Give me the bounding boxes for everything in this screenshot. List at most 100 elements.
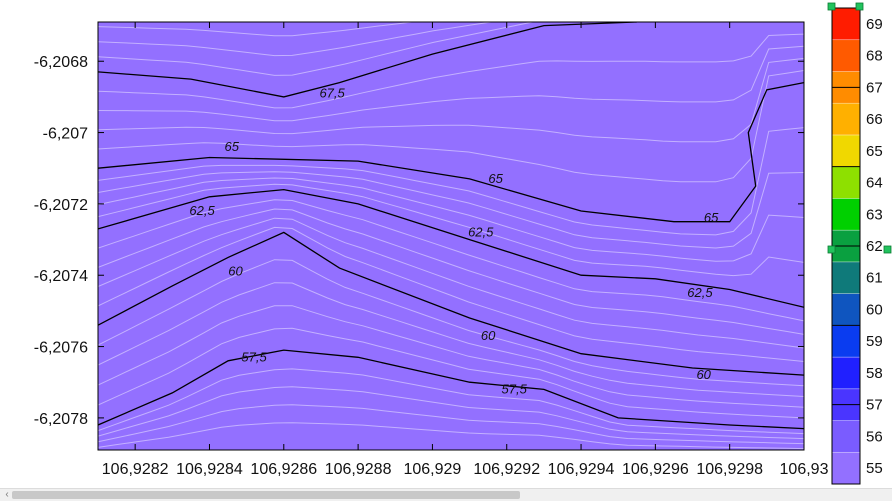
scroll-thumb[interactable] [12, 491, 520, 499]
contour-label: 60 [696, 367, 711, 382]
colorbar-label: 63 [866, 206, 883, 223]
colorbar-label: 69 [866, 16, 883, 33]
y-axis: -6,2068 -6,207 -6,2072 -6,2074 -6,2076 -6,207… [34, 54, 804, 428]
y-tick-label: -6,2068 [34, 54, 88, 71]
colorbar-swatch [831, 293, 861, 326]
y-tick-label: -6,2072 [34, 197, 88, 214]
colorbar-swatch [831, 7, 861, 41]
minor-contour-line [98, 183, 804, 277]
colorbar-label: 67 [866, 79, 883, 96]
colorbar-label: 65 [866, 143, 883, 160]
minor-contour-line [98, 305, 804, 408]
horizontal-scrollbar[interactable]: ‹ [0, 488, 892, 501]
minor-contour-line [98, 217, 804, 349]
y-tick-label: -6,2074 [34, 268, 88, 285]
contour-labels: 67,5 65 65 65 62,5 62,5 62,5 60 60 60 57,5 57,5 [189, 85, 719, 396]
colorbar-label: 66 [866, 111, 883, 128]
colorbar-label: 68 [866, 48, 883, 65]
x-tick-label: 106,9296 [622, 461, 689, 478]
colorbar-swatch [831, 134, 861, 167]
colorbar-label: 61 [866, 270, 883, 287]
colorbar-swatch [831, 420, 861, 453]
colorbar-label: 57 [866, 397, 883, 414]
colorbar-label: 55 [866, 460, 883, 477]
colorbar-swatch [831, 325, 861, 358]
contour-label: 65 [488, 171, 503, 186]
selection-handle[interactable] [855, 2, 864, 11]
x-tick-label: 106,929 [403, 461, 461, 478]
minor-contour-line [98, 127, 804, 236]
contour-label: 67,5 [319, 85, 345, 100]
y-tick-label: -6,2078 [34, 411, 88, 428]
minor-contour-line [98, 22, 536, 76]
contour-bands [98, 2, 804, 450]
minor-contour-line [98, 386, 804, 440]
plot-frame [97, 21, 805, 451]
colorbar-swatch [831, 356, 861, 390]
major-contour-line [98, 22, 637, 98]
colorbar-label: 59 [866, 333, 883, 350]
scroll-left-arrow-icon[interactable]: ‹ [5, 489, 9, 500]
contour-label: 62,5 [189, 203, 215, 218]
contour-label: 57,5 [502, 381, 528, 396]
contour-label: 62,5 [468, 224, 494, 239]
minor-contour-line [98, 208, 804, 335]
selection-handle[interactable] [883, 245, 892, 254]
minor-contour-line [98, 259, 804, 387]
colorbar-swatch [831, 166, 861, 199]
contour-label: 65 [225, 139, 240, 154]
minor-contour-line [98, 368, 804, 435]
x-tick-label: 106,9288 [325, 461, 392, 478]
colorbar-swatch [831, 261, 861, 294]
minor-contour-line [98, 327, 804, 419]
x-tick-label: 106,9298 [696, 461, 763, 478]
major-contour-line [98, 188, 804, 308]
colorbar-label: 62 [866, 238, 883, 255]
minor-contour-line [98, 70, 804, 183]
x-tick-label: 106,9282 [102, 461, 169, 478]
minor-contour-line [98, 199, 804, 322]
colorbar-label: 56 [866, 428, 883, 445]
x-tick-label: 106,9284 [176, 461, 243, 478]
x-tick-label: 106,9292 [473, 461, 540, 478]
major-contour-lines [98, 22, 804, 430]
minor-contour-line [98, 57, 804, 143]
contour-label: 65 [704, 210, 719, 225]
contour-label: 60 [228, 264, 243, 279]
colorbar-label: 60 [866, 301, 883, 318]
y-tick-label: -6,207 [43, 126, 88, 143]
colorbar-swatch [831, 198, 861, 231]
colorbar: 55 56 57 58 59 60 61 62 63 64 65 66 67 68 69 [827, 2, 892, 485]
selection-handle[interactable] [827, 245, 836, 254]
minor-contour-line [98, 226, 804, 362]
y-tick-label: -6,2076 [34, 340, 88, 357]
x-tick-label: 106,93 [780, 461, 829, 478]
minor-contour-line [98, 422, 804, 450]
colorbar-swatch [831, 102, 861, 136]
major-contour-line [98, 349, 804, 430]
contour-label: 57,5 [241, 349, 267, 364]
minor-contour-line [98, 171, 804, 249]
colorbar-swatch [831, 39, 861, 72]
minor-contour-line [98, 404, 804, 445]
major-contour-line [98, 231, 804, 376]
selection-handle[interactable] [827, 2, 836, 11]
contour-band [98, 22, 804, 450]
minor-contour-line [98, 177, 804, 262]
contour-label: 62,5 [687, 285, 713, 300]
x-tick-label: 106,9294 [548, 461, 615, 478]
colorbar-swatch [831, 451, 861, 485]
colorbar-label: 58 [866, 365, 883, 382]
colorbar-label: 64 [866, 175, 883, 192]
minor-contour-line [98, 45, 804, 122]
x-tick-label: 106,9286 [250, 461, 317, 478]
minor-contour-line [98, 282, 804, 397]
minor-contour-line [98, 2, 804, 17]
minor-contour-line [98, 22, 416, 37]
contour-label: 60 [481, 328, 496, 343]
major-contour-line [98, 81, 804, 223]
x-axis: 106,9282 106,9284 106,9286 106,9288 106,929 1… [102, 22, 829, 478]
minor-contour-line [98, 33, 804, 109]
minor-contour-line [98, 22, 495, 57]
